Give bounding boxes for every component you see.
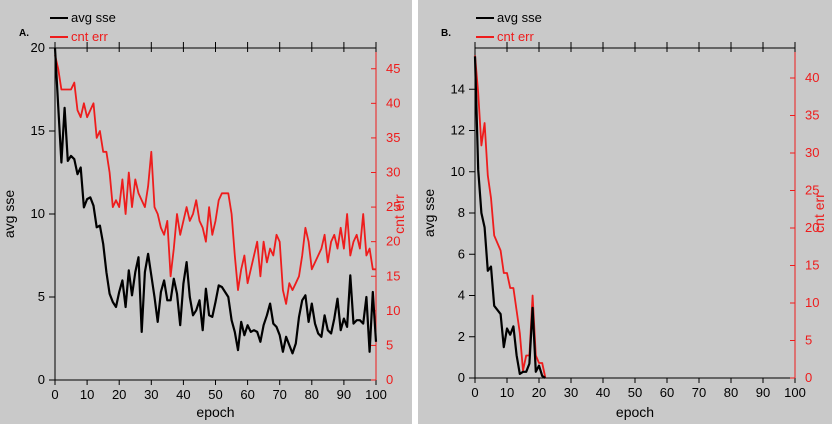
x-tick-label: 70 xyxy=(692,385,706,400)
y2-tick-label: 25 xyxy=(386,199,400,214)
y-axis-title: avg sse xyxy=(421,189,437,237)
x-tick-label: 40 xyxy=(176,387,190,402)
y2-tick-label: 5 xyxy=(386,337,393,352)
panel-a-label: A. xyxy=(19,28,29,39)
y2-tick-label: 35 xyxy=(805,108,819,123)
y-tick-label: 10 xyxy=(451,164,465,179)
y-tick-label: 12 xyxy=(451,123,465,138)
legend-b-cnt-err-label: cnt err xyxy=(497,29,534,44)
y2-tick-label: 30 xyxy=(805,145,819,160)
y2-tick-label: 5 xyxy=(805,333,812,348)
y-tick-label: 5 xyxy=(38,289,45,304)
panel-b: 0 10 20 30 40 50 60 70 80 90 100 0 2 4 6 8 10 12 14 0 5 10 15 2… xyxy=(418,0,832,424)
x-tick-label: 20 xyxy=(532,385,546,400)
x-axis-title: epoch xyxy=(616,404,654,420)
y2-axis-title: cnt err xyxy=(391,194,407,234)
x-tick-label: 0 xyxy=(471,385,478,400)
y2-tick-label: 10 xyxy=(805,295,819,310)
y2-tick-label: 35 xyxy=(386,130,400,145)
legend-b-cnt-err-swatch xyxy=(476,35,494,38)
y2-tick-label: 30 xyxy=(386,165,400,180)
x-axis-title: epoch xyxy=(196,404,234,420)
legend-a-avg-sse-swatch xyxy=(50,16,68,19)
y2-tick-label: 40 xyxy=(386,95,400,110)
legend-a-cnt-err: cnt err xyxy=(50,29,108,44)
y2-tick-label: 40 xyxy=(805,70,819,85)
x-tick-label: 30 xyxy=(144,387,158,402)
x-tick-label: 50 xyxy=(628,385,642,400)
legend-a-avg-sse-label: avg sse xyxy=(71,10,116,25)
y-tick-label: 6 xyxy=(458,246,465,261)
legend-a-cnt-err-swatch xyxy=(50,35,68,38)
y-tick-label: 15 xyxy=(31,123,45,138)
series-line-avg-sse xyxy=(53,47,378,355)
y-tick-label: 20 xyxy=(31,40,45,55)
x-tick-label: 70 xyxy=(272,387,286,402)
y-tick-label: 0 xyxy=(458,370,465,385)
x-tick-label: 0 xyxy=(51,387,58,402)
y2-tick-label: 20 xyxy=(386,234,400,249)
x-tick-label: 90 xyxy=(756,385,770,400)
chart-b-plot: 0 10 20 30 40 50 60 70 80 90 100024681012140510152… xyxy=(421,42,827,420)
x-tick-label: 40 xyxy=(596,385,610,400)
legend-b-cnt-err: cnt err xyxy=(476,29,534,44)
legend-a-cnt-err-label: cnt err xyxy=(71,29,108,44)
legend-a-avg-sse: avg sse xyxy=(50,10,116,25)
x-tick-label: 20 xyxy=(112,387,126,402)
y-tick-label: 0 xyxy=(38,372,45,387)
y-tick-label: 4 xyxy=(458,288,465,303)
y2-tick-label: 10 xyxy=(386,303,400,318)
legend-b-avg-sse-swatch xyxy=(476,16,494,19)
x-tick-label: 50 xyxy=(208,387,222,402)
x-tick-label: 100 xyxy=(365,387,387,402)
legend-b-avg-sse: avg sse xyxy=(476,10,542,25)
x-tick-label: 10 xyxy=(80,387,94,402)
x-tick-label: 90 xyxy=(337,387,351,402)
y2-axis-title: cnt err xyxy=(811,193,827,233)
series-line-cnt-err xyxy=(54,54,376,305)
y2-tick-label: 45 xyxy=(386,61,400,76)
y-tick-label: 2 xyxy=(458,329,465,344)
y-tick-label: 14 xyxy=(451,81,465,96)
panel-b-label: B. xyxy=(441,28,451,39)
x-tick-label: 30 xyxy=(564,385,578,400)
y-tick-label: 8 xyxy=(458,205,465,220)
y2-tick-label: 20 xyxy=(805,220,819,235)
y-axis-title: avg sse xyxy=(1,190,17,238)
chart-a-plot: 0 10 20 30 40 50 60 70 80 90 100051015200510152025… xyxy=(1,40,407,420)
y2-tick-label: 0 xyxy=(805,370,812,385)
x-tick-label: 80 xyxy=(724,385,738,400)
y2-tick-label: 15 xyxy=(805,258,819,273)
y2-tick-label: 15 xyxy=(386,268,400,283)
series-line-cnt-err xyxy=(474,55,547,379)
y2-tick-label: 25 xyxy=(805,183,819,198)
x-tick-label: 100 xyxy=(784,385,806,400)
x-tick-label: 60 xyxy=(660,385,674,400)
y-tick-label: 10 xyxy=(31,206,45,221)
series-line-avg-sse xyxy=(473,56,547,379)
legend-b-avg-sse-label: avg sse xyxy=(497,10,542,25)
x-tick-label: 80 xyxy=(305,387,319,402)
panel-a: 0 10 20 30 40 50 60 70 80 90 100 0 5 10 15 20 0 5 10 15 20 25… xyxy=(0,0,412,424)
x-tick-label: 60 xyxy=(240,387,254,402)
y2-tick-label: 0 xyxy=(386,372,393,387)
x-tick-label: 10 xyxy=(500,385,514,400)
